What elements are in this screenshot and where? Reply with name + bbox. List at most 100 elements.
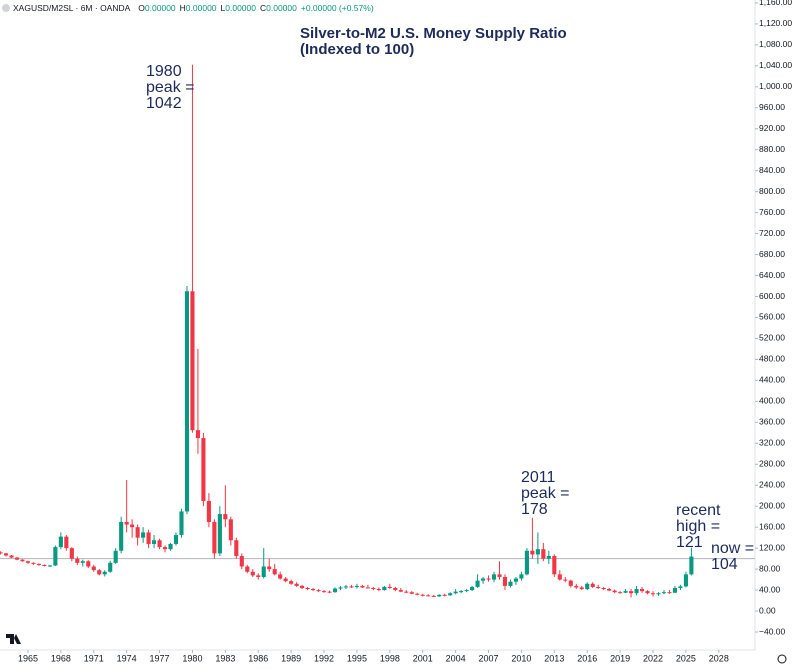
candle-body	[327, 591, 332, 593]
candle-body	[623, 591, 628, 593]
annotation: high =	[676, 518, 720, 535]
candle-body	[135, 527, 140, 538]
symbol: XAGUSD/M2SL · 6M · OANDA	[13, 3, 131, 13]
candle-body	[650, 593, 656, 595]
candle-body	[535, 549, 540, 555]
candle-body	[152, 540, 157, 544]
ohlc-value: 0.00000	[145, 3, 176, 13]
candle-body	[0, 552, 3, 554]
y-tick-label: 880.00	[759, 144, 785, 154]
candle-body	[382, 586, 387, 591]
y-tick-label: 200.00	[759, 500, 785, 510]
candle-body	[629, 591, 634, 594]
candle-body	[305, 587, 310, 590]
y-tick-label: 0.00	[759, 605, 776, 615]
candle-body	[289, 581, 294, 584]
candle-body	[256, 575, 261, 577]
annotation: peak =	[146, 79, 194, 96]
candle-body	[661, 592, 667, 594]
x-tick-label: 2013	[544, 653, 564, 663]
y-tick-label: 640.00	[759, 270, 785, 280]
candle-body	[42, 564, 47, 566]
y-tick-label: 1,000.00	[759, 81, 792, 91]
candle-body	[612, 590, 617, 593]
x-tick-label: 1977	[150, 653, 170, 663]
candle-body	[80, 561, 85, 563]
candle-body	[124, 521, 129, 525]
candle-body	[393, 587, 398, 591]
candle-body	[190, 291, 195, 431]
ohlc-key: O	[138, 3, 145, 13]
candle-body	[656, 593, 661, 595]
candle-body	[530, 550, 535, 555]
annotation: recent	[676, 502, 721, 519]
candle-body	[195, 430, 200, 439]
candle-body	[212, 521, 217, 554]
x-tick-label: 1980	[182, 653, 202, 663]
x-tick-label: 2016	[577, 653, 597, 663]
candle-body	[689, 556, 694, 575]
annotation: 178	[521, 501, 548, 518]
candle-body	[157, 540, 162, 548]
y-tick-label: 480.00	[759, 354, 785, 364]
y-tick-label: 280.00	[759, 459, 785, 469]
candle-body	[64, 536, 69, 549]
candle-body	[502, 576, 508, 586]
y-tick-label: 800.00	[759, 186, 785, 196]
y-tick-label: 120.00	[759, 542, 785, 552]
candle-body	[365, 587, 370, 589]
y-tick-label: 520.00	[759, 333, 785, 343]
y-tick-label: 160.00	[759, 521, 785, 531]
annotation: 2011	[521, 469, 556, 486]
candle-body	[20, 559, 25, 562]
candle-body	[58, 536, 63, 548]
candle-body	[141, 532, 146, 538]
candle-body	[508, 581, 513, 586]
candle-body	[217, 514, 222, 554]
ohlc-value: 0.00000	[225, 3, 256, 13]
candle-body	[25, 561, 31, 563]
candle-body	[206, 500, 211, 522]
x-tick-label: 2001	[413, 653, 433, 663]
candle-body	[486, 578, 491, 580]
candle-body	[300, 585, 305, 588]
candle-body	[267, 566, 272, 570]
y-tick-label: 560.00	[759, 312, 785, 322]
annotation: 1042	[146, 95, 182, 112]
candle-body	[579, 587, 584, 590]
y-tick-label: 760.00	[759, 207, 785, 217]
y-tick-label: 680.00	[759, 249, 785, 259]
candle-body	[14, 557, 20, 560]
candle-body	[91, 566, 96, 571]
candle-body	[316, 590, 321, 592]
candle-body	[9, 555, 14, 558]
candle-body	[387, 586, 392, 588]
candle-body	[541, 549, 546, 559]
candle-body	[53, 547, 58, 566]
candle-body	[311, 589, 316, 591]
candle-body	[524, 550, 529, 575]
y-tick-label: 840.00	[759, 165, 785, 175]
candle-body	[557, 574, 562, 580]
candle-body	[464, 590, 469, 592]
candle-body	[480, 578, 486, 581]
ohlc-value: 0.00000	[186, 3, 217, 13]
candle-body	[552, 556, 557, 575]
settings-icon[interactable]	[777, 654, 787, 664]
candle-body	[338, 587, 343, 589]
candle-body	[272, 569, 277, 575]
candle-body	[354, 585, 359, 587]
tv-logo[interactable]	[6, 634, 21, 644]
candle-body	[261, 566, 266, 577]
annotation: peak =	[521, 485, 569, 502]
candle-body	[113, 550, 118, 563]
y-tick-label: 1,040.00	[759, 60, 792, 70]
candle-body	[332, 588, 338, 593]
symbol-icon[interactable]	[2, 4, 10, 12]
y-tick-label: 1,160.00	[759, 0, 792, 7]
candle-body	[69, 548, 74, 559]
candle-body	[283, 578, 288, 582]
candle-body	[618, 592, 623, 594]
candle-body	[201, 438, 206, 501]
